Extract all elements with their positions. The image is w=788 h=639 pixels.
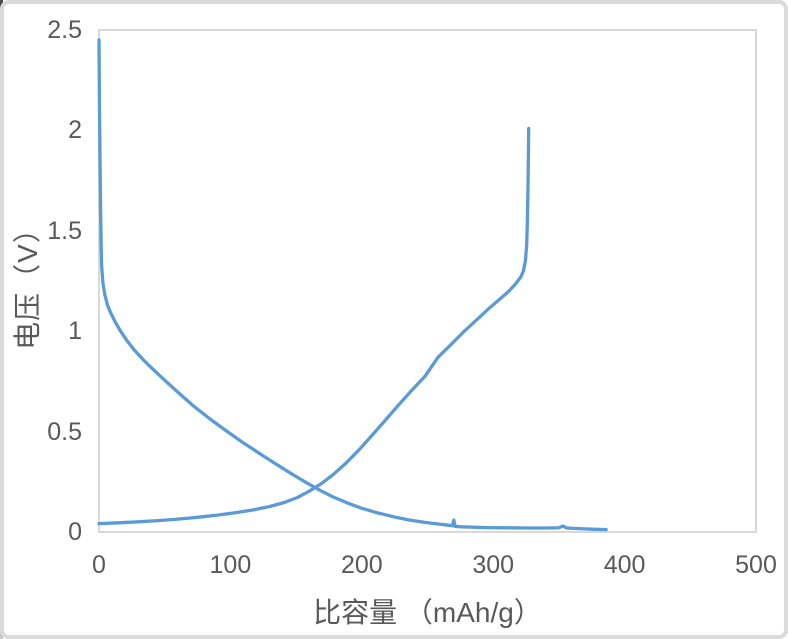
x-tick-label: 0	[92, 551, 106, 579]
x-axis-title: 比容量 （mAh/g）	[313, 597, 542, 628]
x-tick-label: 400	[603, 551, 646, 579]
discharge-curve	[97, 38, 608, 532]
y-tick-label: 0.5	[47, 417, 82, 446]
y-tick-label: 1	[68, 317, 82, 346]
y-tick-label: 2.5	[47, 16, 82, 44]
y-tick-label: 1.5	[47, 216, 82, 245]
y-tick-label: 2	[68, 116, 82, 145]
x-tick-label: 200	[340, 551, 383, 579]
charge-curve	[97, 126, 531, 526]
y-tick-label: 0	[68, 518, 82, 546]
plot-border	[98, 29, 757, 533]
x-tick-label: 300	[472, 551, 515, 579]
x-tick-label: 100	[209, 551, 252, 579]
x-tick-label: 500	[735, 551, 777, 579]
